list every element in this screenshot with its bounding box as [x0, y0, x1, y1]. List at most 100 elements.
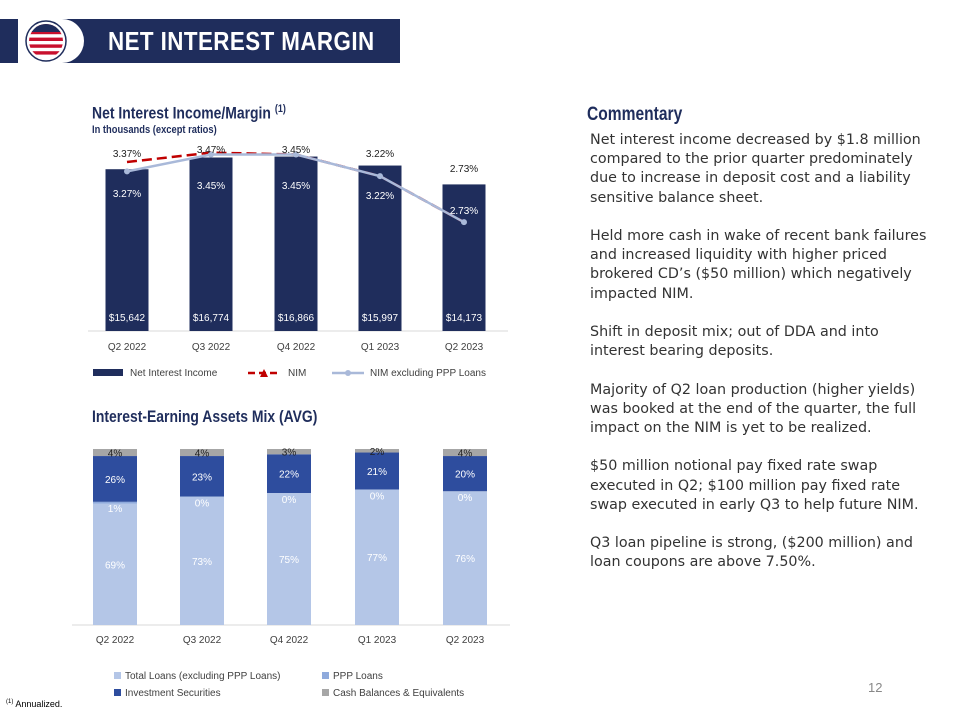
mix-bar-segment	[93, 503, 137, 625]
mix-data-label: 4%	[458, 449, 473, 460]
nim-x-tick-label: Q1 2023	[361, 342, 400, 353]
nii-bar-label: $14,173	[446, 313, 483, 324]
mix-data-label: 3%	[282, 448, 297, 459]
commentary-paragraph: Held more cash in wake of recent bank fa…	[590, 228, 927, 302]
nim-x-tick-label: Q2 2022	[108, 342, 147, 353]
legend-label: Net Interest Income	[130, 368, 218, 379]
mix-legend-label: Cash Balances & Equivalents	[333, 688, 464, 699]
nim-ex-ppp-data-label: 3.27%	[113, 189, 141, 200]
mix-data-label: 77%	[367, 553, 387, 564]
mix-x-tick-label: Q3 2022	[183, 635, 222, 646]
nii-bar-label: $15,997	[362, 313, 399, 324]
mix-legend-swatch	[322, 689, 329, 696]
mix-data-label: 76%	[455, 554, 475, 565]
nim-data-label: 3.45%	[282, 145, 310, 156]
nim-x-tick-label: Q4 2022	[277, 342, 316, 353]
nim-data-label: 2.73%	[450, 164, 478, 175]
mix-data-label: 0%	[282, 495, 297, 506]
mix-data-label: 69%	[105, 560, 125, 571]
mix-data-label: 73%	[192, 557, 212, 568]
nim-data-label: 3.22%	[366, 149, 394, 160]
mix-data-label: 1%	[108, 504, 123, 515]
mix-legend-swatch	[322, 672, 329, 679]
mix-bar-segment	[267, 454, 311, 493]
mix-data-label: 21%	[367, 467, 387, 478]
mix-legend-label: Investment Securities	[125, 688, 221, 699]
nim-ex-ppp-data-label: 3.45%	[282, 181, 310, 192]
nim-chart-title-text: Net Interest Income/Margin	[92, 103, 271, 123]
nim-chart-title-footnote-ref: (1)	[274, 103, 286, 115]
mix-x-tick-label: Q1 2023	[358, 635, 397, 646]
nim-chart-subtitle: In thousands (except ratios)	[92, 124, 217, 136]
commentary-paragraph: Majority of Q2 loan production (higher y…	[590, 381, 917, 436]
nii-bar-label: $15,642	[109, 313, 146, 324]
mix-bar-segment	[180, 449, 224, 457]
nii-bar-label: $16,866	[278, 313, 315, 324]
commentary-title: Commentary	[587, 104, 683, 125]
mix-data-label: 23%	[192, 472, 212, 483]
mix-data-label: 75%	[279, 555, 299, 566]
mix-bar-segment	[355, 449, 399, 453]
nim-data-label: 3.47%	[197, 145, 225, 156]
mix-bar-segment	[443, 449, 487, 457]
nim-x-tick-label: Q2 2023	[445, 342, 484, 353]
mix-data-label: 22%	[279, 470, 299, 481]
mix-bar-segment	[180, 456, 224, 497]
mix-legend-swatch	[114, 689, 121, 696]
page-title: NET INTEREST MARGIN	[108, 26, 375, 56]
mix-data-label: 0%	[370, 491, 385, 502]
page-number: 12	[868, 680, 883, 695]
nii-bar	[189, 157, 233, 331]
nii-bar	[274, 156, 318, 331]
commentary-paragraph: $50 million notional pay fixed rate swap…	[590, 458, 919, 513]
nim-ex-ppp-point	[461, 219, 467, 226]
commentary-paragraph: Net interest income decreased by $1.8 mi…	[590, 132, 921, 206]
mix-data-label: 26%	[105, 475, 125, 486]
footnote: (1) Annualized.	[6, 699, 62, 709]
mix-bar-segment	[93, 456, 137, 502]
nii-bar	[105, 169, 149, 331]
nim-ex-ppp-point	[293, 151, 299, 158]
mix-bar-segment	[93, 449, 137, 457]
legend-swatch-nii	[93, 369, 123, 376]
nim-ex-ppp-point	[208, 151, 214, 158]
nim-ex-ppp-data-label: 2.73%	[450, 206, 478, 217]
mix-chart-title: Interest-Earning Assets Mix (AVG)	[92, 407, 318, 426]
commentary-paragraph: Shift in deposit mix; out of DDA and int…	[590, 324, 879, 360]
mix-x-tick-label: Q2 2023	[446, 635, 485, 646]
mix-bar-segment	[180, 496, 224, 625]
legend-marker-nim-ex-ppp	[345, 370, 351, 376]
mix-data-label: 4%	[195, 449, 210, 460]
mix-data-label: 0%	[458, 493, 473, 504]
mix-data-label: 2%	[370, 447, 385, 458]
nim-ex-ppp-point	[124, 168, 130, 175]
mix-data-label: 0%	[195, 499, 210, 510]
commentary-body: Net interest income decreased by $1.8 mi…	[590, 131, 935, 592]
mix-bar-segment	[443, 456, 487, 492]
mix-legend-label: PPP Loans	[333, 671, 383, 682]
mix-bar-segment	[267, 493, 311, 625]
nim-chart-title: Net Interest Income/Margin (1)	[92, 103, 286, 124]
mix-legend-swatch	[114, 672, 121, 679]
footnote-marker: (1)	[6, 699, 14, 705]
nii-bar	[358, 165, 402, 331]
logo	[18, 19, 84, 63]
nim-ex-ppp-data-label: 3.45%	[197, 181, 225, 192]
nii-bar-label: $16,774	[193, 313, 230, 324]
commentary-paragraph: Q3 loan pipeline is strong, ($200 millio…	[590, 535, 913, 571]
legend-marker-nim	[260, 369, 268, 377]
mix-bar-segment	[355, 489, 399, 625]
mix-x-tick-label: Q2 2022	[96, 635, 135, 646]
mix-data-label: 20%	[455, 470, 475, 481]
legend-label: NIM	[288, 368, 306, 379]
mix-bar-segment	[267, 449, 311, 455]
nim-x-tick-label: Q3 2022	[192, 342, 231, 353]
mix-bar-segment	[93, 501, 137, 504]
nii-bar	[442, 184, 486, 331]
mix-bar-segment	[443, 491, 487, 625]
mix-legend-label: Total Loans (excluding PPP Loans)	[125, 671, 280, 682]
mix-x-tick-label: Q4 2022	[270, 635, 309, 646]
nim-ex-ppp-data-label: 3.22%	[366, 191, 394, 202]
mix-data-label: 4%	[108, 449, 123, 460]
legend-label: NIM excluding PPP Loans	[370, 368, 486, 379]
